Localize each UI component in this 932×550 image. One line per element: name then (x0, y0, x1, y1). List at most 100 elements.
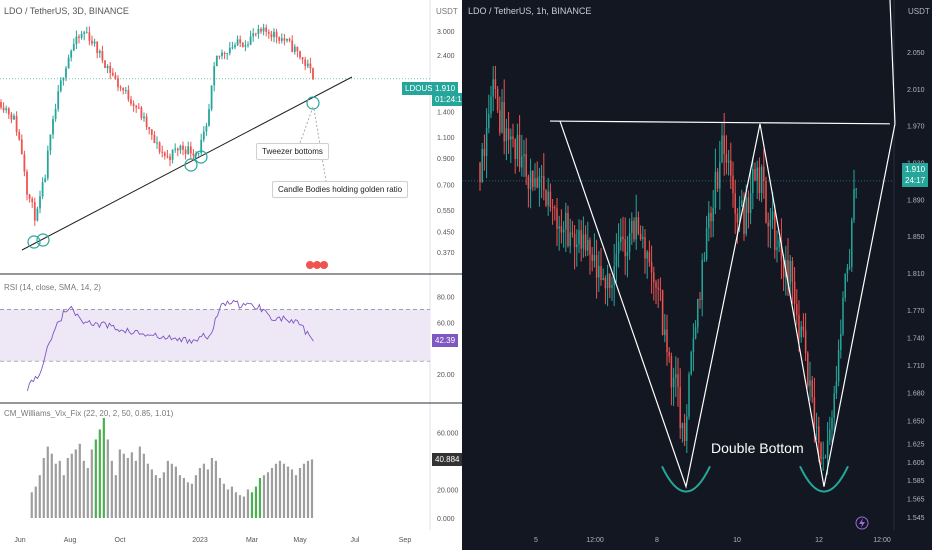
left-candle (236, 39, 239, 46)
wvf-bar (134, 460, 137, 518)
left-candle (117, 78, 119, 88)
left-candle (33, 202, 36, 221)
right-candle (796, 304, 798, 316)
right-candle (525, 154, 527, 177)
right-candle (624, 239, 626, 257)
tweezer-bottom-circle (306, 96, 320, 110)
wvf-tick: 0.000 (437, 516, 455, 523)
right-time-tick: 10 (733, 537, 741, 544)
bottom-arc-right (799, 465, 849, 493)
wvf-bar (258, 478, 262, 518)
left-candle (70, 50, 73, 58)
left-time-tick: Jul (351, 537, 360, 544)
left-time-tick: May (293, 537, 307, 544)
neckline (549, 120, 891, 125)
wvf-bar (154, 475, 157, 518)
wvf-bar (122, 453, 125, 518)
left-candle (150, 129, 153, 135)
right-candle (686, 416, 688, 441)
left-candle (291, 40, 294, 52)
right-candle (551, 207, 554, 209)
rsi-tick: 80.00 (437, 294, 455, 301)
left-candle (57, 91, 60, 109)
left-price-tick: 0.370 (437, 250, 455, 257)
wvf-bar (98, 429, 101, 518)
left-chart-panel[interactable]: 3.000 2.400 1.400 1.100 0.900 0.700 0.550 0.450… (0, 0, 470, 550)
left-candle (241, 42, 244, 47)
left-candle (15, 115, 18, 132)
right-candle (672, 377, 675, 388)
left-time-tick: Aug (64, 537, 77, 544)
left-candle (192, 153, 195, 156)
wvf-bar (146, 463, 149, 518)
wvf-bar (58, 460, 61, 518)
right-candle (705, 228, 708, 260)
left-candle (26, 171, 28, 195)
left-candle (41, 182, 44, 197)
right-candle (617, 242, 620, 254)
wvf-bar (170, 463, 173, 518)
right-candle (576, 244, 578, 248)
right-price-tick: 1.810 (907, 271, 925, 278)
rsi-tick: 60.00 (437, 320, 455, 327)
right-candle (763, 166, 765, 181)
left-candle (161, 151, 164, 153)
wvf-bar (210, 458, 214, 518)
wvf-bar (150, 469, 153, 518)
left-time-tick: Mar (246, 537, 259, 544)
wvf-bar (102, 418, 105, 518)
left-candle (234, 45, 236, 48)
right-time-tick: 8 (655, 537, 659, 544)
right-candle (505, 128, 508, 142)
left-price-tick: 1.400 (437, 110, 455, 117)
wvf-bar (94, 439, 97, 518)
wvf-bar (158, 478, 161, 518)
left-candle (288, 38, 291, 41)
left-price-tick: 0.550 (437, 208, 455, 215)
double-bottom-label: Double Bottom (711, 440, 804, 456)
wvf-bar (290, 469, 294, 518)
left-candle (244, 45, 247, 47)
right-chart-canvas[interactable]: 2.0502.0101.9701.9301.8901.8501.8101.770… (462, 0, 932, 550)
left-currency-label: USDT (436, 7, 458, 16)
left-candle (49, 134, 52, 151)
right-candle (789, 260, 791, 285)
right-candle (558, 226, 560, 229)
right-candle (580, 230, 582, 249)
right-candle (732, 175, 734, 194)
right-candle (822, 457, 824, 459)
left-candle (28, 194, 31, 199)
left-candle (72, 44, 75, 51)
right-chart-panel[interactable]: 2.0502.0101.9701.9301.8901.8501.8101.770… (462, 0, 932, 550)
left-candle (137, 107, 140, 109)
tweezer-bottom-circle (27, 235, 41, 249)
right-candle (701, 260, 703, 300)
wvf-bar (254, 486, 258, 518)
event-marker (313, 261, 321, 269)
wvf-bar (270, 468, 274, 518)
right-candle (516, 134, 519, 159)
wvf-bar (82, 460, 85, 518)
right-candle (712, 207, 714, 222)
right-candle (730, 160, 732, 176)
right-candle (589, 239, 591, 255)
left-candle (179, 145, 182, 151)
left-candle (145, 116, 148, 128)
left-candle (182, 145, 184, 150)
right-candle (492, 79, 494, 97)
right-price-tick: 1.605 (907, 460, 925, 467)
right-countdown-tag: 24:17 (902, 174, 929, 187)
left-chart-canvas[interactable]: 3.000 2.400 1.400 1.100 0.900 0.700 0.550 0.450… (0, 0, 462, 550)
wvf-bar (86, 468, 89, 518)
wvf-bar (50, 453, 53, 518)
right-candle (818, 426, 820, 443)
right-candle (829, 429, 831, 441)
vertical-extension-line (889, 0, 896, 124)
right-candle (613, 265, 615, 286)
left-candle (218, 55, 221, 57)
right-candle (710, 212, 712, 222)
right-candle (554, 207, 556, 209)
left-candle (140, 107, 143, 119)
right-candle (738, 206, 741, 223)
